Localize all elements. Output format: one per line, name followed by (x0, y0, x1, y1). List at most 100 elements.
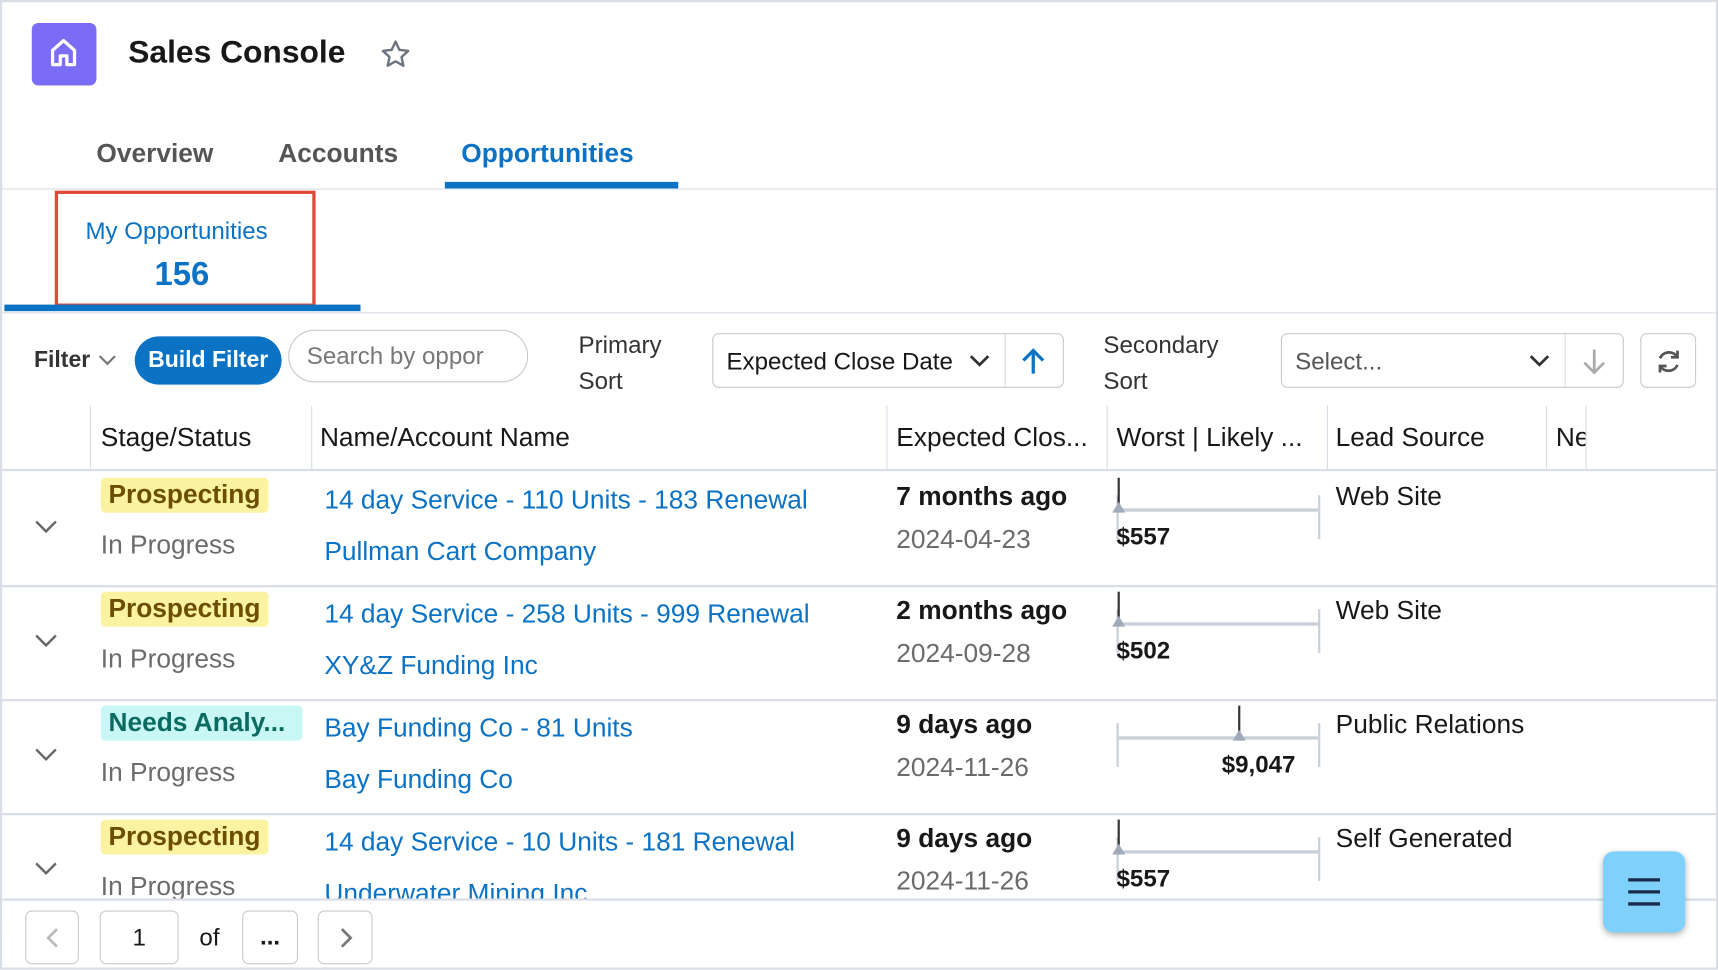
primary-sort-label: Primary Sort (578, 330, 662, 395)
account-link[interactable]: Bay Funding Co (324, 764, 513, 795)
page-input[interactable]: 1 (99, 910, 179, 965)
secondary-sort-select[interactable]: Select... (1280, 333, 1624, 388)
menu-fab[interactable] (1603, 851, 1686, 933)
range-bar-end (1318, 609, 1321, 654)
relative-date: 9 days ago (896, 823, 1033, 854)
tab[interactable]: Accounts (278, 139, 399, 169)
primary-sort-select[interactable]: Expected Close Date (712, 333, 1064, 388)
range-bar (1116, 508, 1319, 512)
divider (1004, 334, 1006, 387)
opportunity-link[interactable]: Bay Funding Co - 81 Units (324, 713, 633, 743)
sort-desc-icon[interactable] (1581, 347, 1607, 375)
stage-badge: Prospecting (100, 477, 269, 513)
worst-marker (1233, 729, 1247, 741)
col-divider (1106, 405, 1108, 469)
column-header[interactable]: Worst | Likely ... (1116, 422, 1303, 453)
secondary-sort-label: Secondary Sort (1103, 330, 1219, 395)
col-divider (1585, 405, 1587, 469)
column-header[interactable]: Stage/Status (100, 422, 252, 453)
table-row[interactable]: Needs Analy... In Progress Bay Funding C… (2, 699, 1716, 816)
tab-indicator (444, 181, 679, 189)
col-divider (1546, 405, 1548, 469)
opportunity-link[interactable]: 14 day Service - 258 Units - 999 Renewal (324, 599, 810, 629)
tab[interactable]: Overview (96, 139, 214, 169)
column-header[interactable]: Lead Source (1335, 422, 1485, 453)
table-row[interactable]: Prospecting In Progress 14 day Service -… (2, 471, 1716, 588)
divider (1564, 334, 1566, 387)
status: In Progress (100, 758, 236, 788)
sort-asc-icon[interactable] (1020, 347, 1046, 375)
expand-chevron[interactable] (33, 859, 59, 877)
divider (2, 188, 1716, 190)
range-bar-end (1116, 609, 1119, 654)
worst-marker (1112, 501, 1126, 513)
lead-source: Web Site (1335, 482, 1442, 512)
lead-source: Self Generated (1335, 823, 1513, 854)
chevron (1529, 355, 1550, 367)
menu-icon (1628, 878, 1660, 906)
column-header[interactable]: Expected Clos... (896, 422, 1088, 453)
tab-active[interactable]: Opportunities (461, 139, 634, 169)
app-icon[interactable] (31, 23, 97, 86)
amount: $9,047 (1221, 750, 1296, 778)
total-pages[interactable]: ... (242, 910, 299, 965)
amount: $557 (1116, 522, 1171, 551)
expand-chevron[interactable] (33, 517, 59, 535)
pagination: 1 of ... (2, 898, 1716, 968)
list-tab-count: 156 (154, 256, 210, 293)
search-input[interactable]: Search by oppor (288, 329, 529, 383)
status: In Progress (100, 872, 236, 902)
home-icon (50, 38, 77, 67)
table-row[interactable]: Prospecting In Progress 14 day Service -… (2, 585, 1716, 702)
col-divider (886, 405, 888, 469)
divider (2, 312, 1716, 314)
expand-chevron[interactable] (33, 631, 59, 649)
range-bar-end (1318, 723, 1321, 767)
range-bar-end (1318, 495, 1321, 540)
app-title: Sales Console (128, 35, 346, 71)
column-header[interactable]: Name/Account Name (319, 422, 570, 453)
next-page[interactable] (317, 910, 373, 965)
range-bar-end (1116, 723, 1119, 767)
table-header: Stage/Status Name/Account Name Expected … (2, 405, 1716, 472)
account-link[interactable]: Pullman Cart Company (324, 536, 597, 567)
col-divider (1326, 405, 1328, 469)
opportunity-link[interactable]: 14 day Service - 110 Units - 183 Renewal (324, 485, 808, 515)
stage-badge: Prospecting (100, 819, 269, 855)
primary-sort-value: Expected Close Date (726, 347, 953, 375)
secondary-sort-value: Select... (1295, 347, 1383, 375)
close-date: 2024-04-23 (896, 524, 1031, 555)
opportunity-link[interactable]: 14 day Service - 10 Units - 181 Renewal (324, 827, 795, 857)
build-filter-button[interactable]: Build Filter (134, 336, 282, 385)
amount: $502 (1116, 636, 1171, 664)
status: In Progress (100, 644, 236, 674)
chevron (99, 355, 117, 366)
column-header[interactable]: Ne (1555, 422, 1586, 453)
expand-chevron[interactable] (33, 745, 59, 763)
chevron-right (340, 928, 353, 948)
range-bar (1116, 736, 1319, 740)
likely-marker (1117, 477, 1120, 509)
refresh-button[interactable] (1640, 333, 1697, 388)
account-link[interactable]: XY&Z Funding Inc (324, 650, 538, 681)
likely-marker (1238, 705, 1241, 737)
favorite-star[interactable] (379, 38, 412, 71)
table-row[interactable]: Prospecting In Progress 14 day Service -… (2, 813, 1716, 930)
range-bar-end (1116, 495, 1119, 540)
filter-toggle[interactable]: Filter (34, 347, 119, 373)
highlight-box (54, 190, 316, 307)
close-date: 2024-11-26 (896, 866, 1029, 897)
prev-page[interactable] (25, 910, 79, 965)
list-tab-indicator (4, 304, 361, 312)
range-bar-end (1116, 837, 1119, 881)
relative-date: 9 days ago (896, 710, 1033, 740)
filter-label: Filter (33, 347, 91, 373)
of-label: of (199, 923, 220, 952)
stage-badge: Prospecting (100, 591, 269, 627)
list-tab-label[interactable]: My Opportunities (85, 216, 268, 245)
relative-date: 7 months ago (896, 482, 1068, 512)
col-divider (311, 405, 313, 469)
close-date: 2024-09-28 (896, 638, 1031, 669)
relative-date: 2 months ago (896, 596, 1068, 626)
